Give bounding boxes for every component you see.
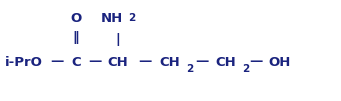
Text: —: — <box>50 56 64 68</box>
Text: ‖: ‖ <box>73 32 79 45</box>
Text: |: | <box>116 34 120 46</box>
Text: —: — <box>249 56 263 68</box>
Text: 2: 2 <box>242 64 249 74</box>
Text: i-PrO: i-PrO <box>5 56 43 68</box>
Text: 2: 2 <box>186 64 193 74</box>
Text: C: C <box>71 56 81 68</box>
Text: CH: CH <box>108 56 128 68</box>
Text: 2: 2 <box>128 13 135 23</box>
Text: OH: OH <box>269 56 291 68</box>
Text: O: O <box>70 12 81 25</box>
Text: —: — <box>138 56 152 68</box>
Text: NH: NH <box>101 12 123 25</box>
Text: —: — <box>195 56 209 68</box>
Text: CH: CH <box>216 56 236 68</box>
Text: CH: CH <box>160 56 180 68</box>
Text: —: — <box>88 56 102 68</box>
